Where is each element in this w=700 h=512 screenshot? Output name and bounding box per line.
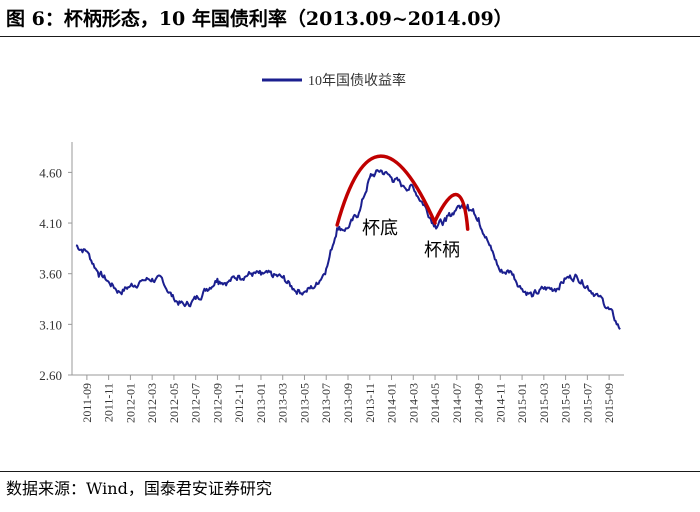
pattern-arc xyxy=(433,192,470,231)
x-tick-label: 2012-01 xyxy=(123,383,137,423)
data-source-note: 数据来源：Wind，国泰君安证券研究 xyxy=(6,479,272,498)
bottom-rule xyxy=(0,471,700,472)
x-tick-label: 2015-07 xyxy=(580,383,594,423)
x-tick-label: 2013-11 xyxy=(363,383,377,423)
x-tick-label: 2012-07 xyxy=(189,383,203,423)
y-tick-label: 4.10 xyxy=(39,216,62,231)
x-tick-label: 2015-03 xyxy=(537,383,551,423)
y-tick-label: 3.10 xyxy=(39,317,62,332)
pattern-label: 杯柄 xyxy=(424,240,460,260)
x-tick-label: 2015-05 xyxy=(559,383,573,423)
x-tick-label: 2015-01 xyxy=(515,383,529,423)
x-tick-label: 2014-05 xyxy=(428,383,442,423)
chart-legend: 10年国债收益率 xyxy=(262,72,406,89)
top-rule xyxy=(0,36,700,37)
pattern-label: 杯底 xyxy=(362,218,398,238)
x-tick-label: 2015-09 xyxy=(602,383,616,423)
x-tick-label: 2011-09 xyxy=(80,383,94,423)
y-tick-label: 4.60 xyxy=(39,165,62,180)
x-tick-label: 2012-09 xyxy=(210,383,224,423)
x-tick-label: 2013-05 xyxy=(297,383,311,423)
y-tick-label: 3.60 xyxy=(39,267,62,282)
y-tick-label: 2.60 xyxy=(39,368,62,383)
yield-line-chart: 10年国债收益率 2.603.103.604.104.60 2011-09 201… xyxy=(39,72,624,423)
x-tick-label: 2014-03 xyxy=(406,383,420,423)
x-tick-label: 2012-05 xyxy=(167,383,181,423)
x-tick-label: 2013-07 xyxy=(319,383,333,423)
yield-series-line xyxy=(75,169,621,330)
x-tick-label: 2013-01 xyxy=(254,383,268,423)
pattern-arc xyxy=(335,154,437,227)
x-tick-label: 2014-07 xyxy=(450,383,464,423)
x-tick-label: 2013-03 xyxy=(276,383,290,423)
x-tick-label: 2012-11 xyxy=(232,383,246,423)
x-tick-label: 2014-09 xyxy=(472,383,486,423)
x-tick-label: 2013-09 xyxy=(341,383,355,423)
x-axis-ticks: 2011-09 2011-11 2012-01 2012-03 2012-05 2012-… xyxy=(80,375,616,423)
x-tick-label: 2012-03 xyxy=(145,383,159,423)
x-tick-label: 2011-11 xyxy=(102,383,116,422)
x-tick-label: 2014-01 xyxy=(385,383,399,423)
figure-title: 图 6：杯柄形态，10 年国债利率（2013.09~2014.09） xyxy=(6,8,513,30)
x-tick-label: 2014-11 xyxy=(493,383,507,423)
legend-label: 10年国债收益率 xyxy=(308,72,406,89)
y-axis-ticks: 2.60 3.10 3.60 4.10 4.60 xyxy=(39,165,72,383)
